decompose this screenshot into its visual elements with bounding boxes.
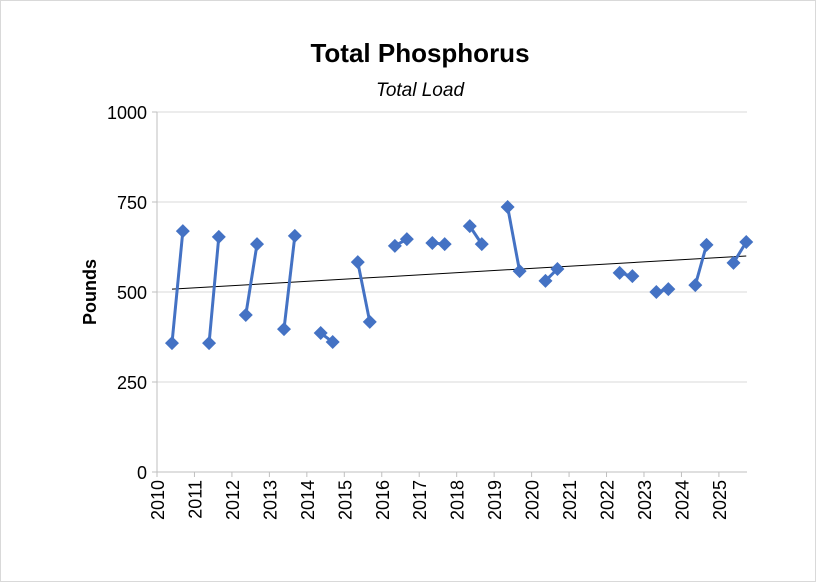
x-tick-label: 2018 <box>448 480 468 520</box>
marker <box>313 326 328 341</box>
marker <box>474 237 489 252</box>
marker <box>649 285 664 299</box>
x-tick-label: 2019 <box>485 480 505 520</box>
marker <box>538 273 553 288</box>
x-tick-label: 2020 <box>523 480 543 520</box>
x-tick-label: 2015 <box>335 480 355 520</box>
series-line <box>506 206 522 272</box>
marker <box>625 269 640 284</box>
marker <box>425 236 440 251</box>
marker <box>512 264 527 279</box>
x-tick-label: 2012 <box>223 480 243 520</box>
marker <box>399 232 414 247</box>
marker <box>612 265 627 280</box>
y-axis-label: Pounds <box>80 259 100 325</box>
x-tick-label: 2013 <box>260 480 280 520</box>
marker <box>437 237 452 252</box>
marker <box>688 278 703 293</box>
marker <box>250 237 265 252</box>
trendline <box>171 255 747 290</box>
marker <box>287 228 302 243</box>
marker <box>699 237 714 252</box>
marker <box>276 322 291 337</box>
x-tick-label: 2021 <box>560 480 580 520</box>
marker <box>462 219 477 234</box>
marker <box>238 308 253 323</box>
y-tick-label: 750 <box>117 193 147 213</box>
marker <box>211 229 226 244</box>
y-tick-label: 1000 <box>107 103 147 123</box>
x-tick-label: 2022 <box>598 480 618 520</box>
y-tick-label: 250 <box>117 373 147 393</box>
x-tick-label: 2010 <box>148 480 168 520</box>
marker <box>500 200 515 215</box>
series-line <box>693 244 708 286</box>
x-tick-label: 2017 <box>410 480 430 520</box>
marker <box>325 335 340 350</box>
x-tick-label: 2014 <box>298 480 318 520</box>
marker <box>726 255 741 270</box>
x-tick-label: 2011 <box>185 480 205 519</box>
marker <box>350 255 365 270</box>
marker <box>387 238 402 253</box>
marker <box>550 261 565 276</box>
x-tick-label: 2025 <box>710 480 730 520</box>
x-tick-label: 2024 <box>672 480 692 520</box>
marker <box>202 336 217 351</box>
series-line <box>207 236 221 344</box>
marker <box>175 224 190 239</box>
series-line <box>282 235 297 330</box>
y-tick-label: 0 <box>137 463 147 483</box>
chart-title: Total Phosphorus <box>310 38 529 68</box>
marker <box>164 336 179 351</box>
x-tick-label: 2016 <box>373 480 393 520</box>
y-tick-label: 500 <box>117 283 147 303</box>
marker <box>739 234 754 249</box>
marker <box>661 282 676 297</box>
marker <box>362 314 377 329</box>
chart-subtitle: Total Load <box>376 80 465 101</box>
series-line <box>170 231 185 344</box>
series-line <box>356 261 372 323</box>
x-tick-label: 2023 <box>635 480 655 520</box>
series-line <box>244 243 259 316</box>
